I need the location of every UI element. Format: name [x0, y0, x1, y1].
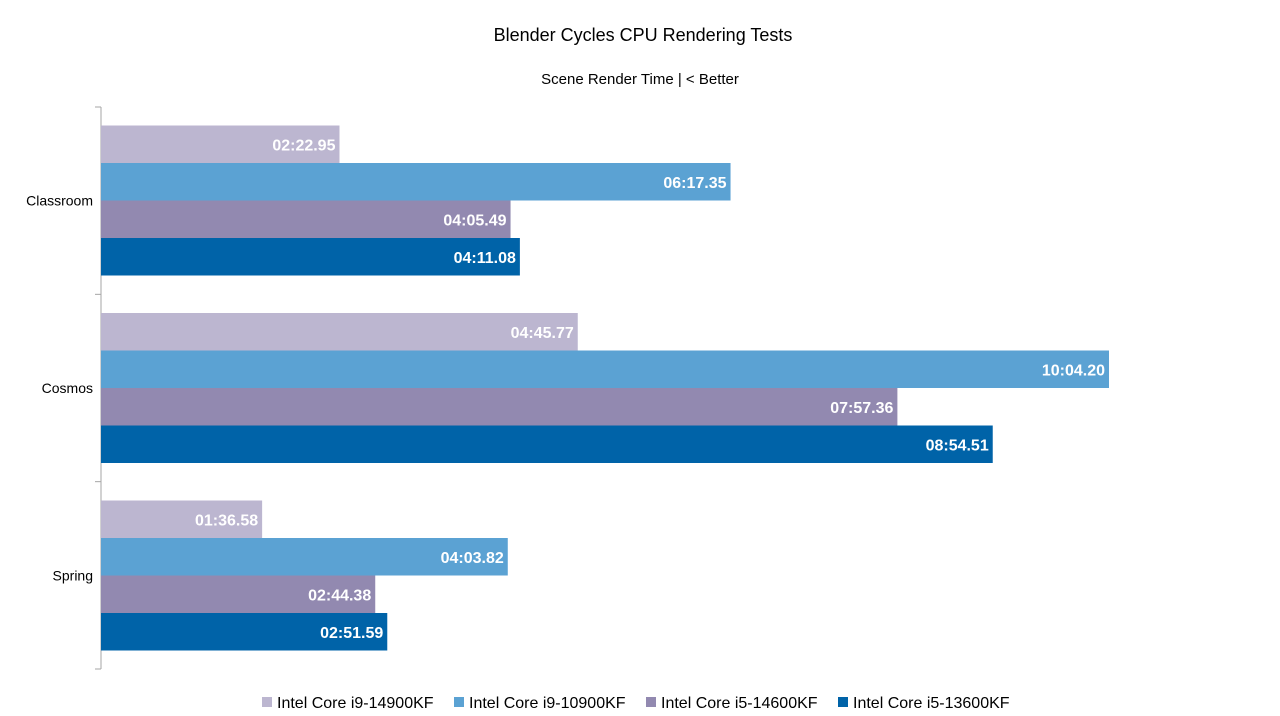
bar — [101, 500, 263, 538]
bar — [101, 163, 731, 201]
bar — [101, 425, 993, 463]
bar-value-label: 04:03.82 — [441, 550, 504, 567]
bar-value-label: 10:04.20 — [1042, 362, 1105, 379]
bar-value-label: 04:45.77 — [511, 325, 574, 342]
bar-value-label: 07:57.36 — [830, 400, 893, 417]
chart-title: Blender Cycles CPU Rendering Tests — [494, 25, 793, 45]
category-axis: Classroom Cosmos Spring — [26, 106, 102, 670]
chart-subtitle: Scene Render Time | < Better — [541, 71, 739, 88]
legend-entry: Intel Core i9-10900KF — [469, 695, 626, 712]
bar-value-label: 02:44.38 — [308, 587, 371, 604]
category-label: Classroom — [26, 193, 93, 209]
legend-entry: Intel Core i5-14600KF — [661, 695, 818, 712]
bar — [101, 125, 340, 163]
bar-value-label: 06:17.35 — [663, 175, 726, 192]
legend: Intel Core i9-14900KF Intel Core i9-10900… — [262, 695, 1010, 712]
legend-entry: Intel Core i9-14900KF — [277, 695, 434, 712]
bars: 02:22.95 06:17.35 04:05.49 04:11.08 04:45.77… — [101, 125, 1109, 651]
category-label: Cosmos — [42, 380, 93, 396]
bar — [101, 313, 578, 351]
legend-entry: Intel Core i5-13600KF — [853, 695, 1010, 712]
bar — [101, 538, 508, 576]
bar-value-label: 04:05.49 — [443, 212, 506, 229]
bar — [101, 575, 376, 613]
legend-swatch — [646, 697, 656, 707]
bar-value-label: 08:54.51 — [926, 437, 989, 454]
bar-value-label: 02:51.59 — [320, 625, 383, 642]
legend-swatch — [262, 697, 272, 707]
bar — [101, 238, 520, 276]
legend-swatch — [838, 697, 848, 707]
bar-value-label: 04:11.08 — [454, 250, 516, 267]
bar — [101, 200, 511, 238]
bar-value-label: 01:36.58 — [195, 512, 258, 529]
category-label: Spring — [53, 567, 93, 583]
bar — [101, 613, 388, 651]
bar-value-label: 02:22.95 — [272, 137, 335, 154]
bar — [101, 388, 898, 426]
bar — [101, 350, 1109, 388]
legend-swatch — [454, 697, 464, 707]
